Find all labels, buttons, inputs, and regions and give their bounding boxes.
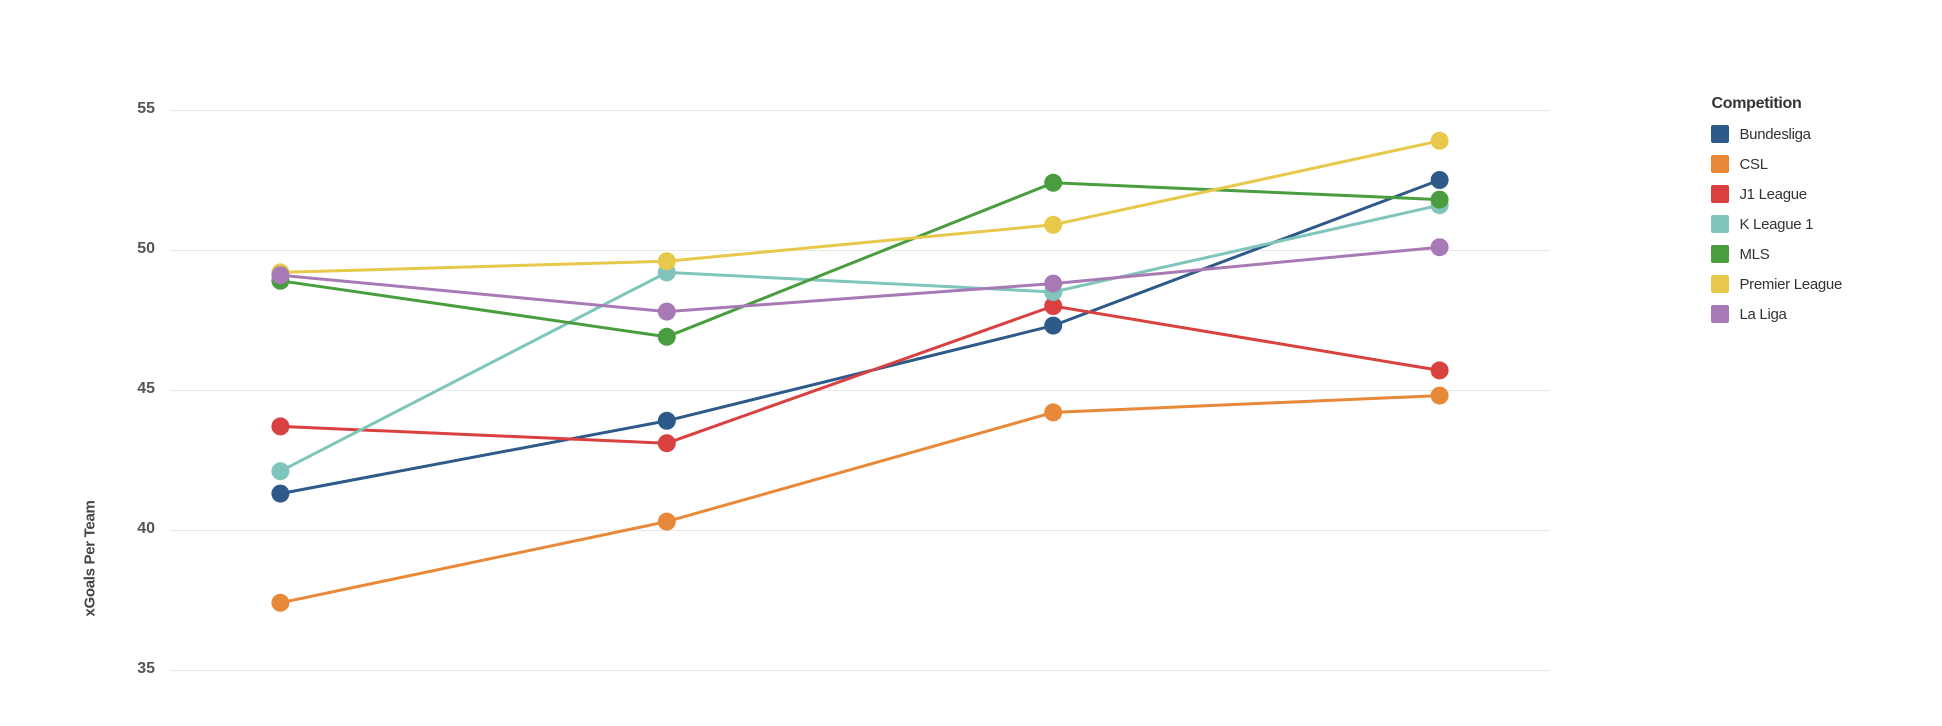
series-line — [280, 306, 1439, 443]
data-point[interactable] — [271, 594, 289, 612]
chart-plot-area — [0, 0, 1942, 726]
legend-swatch — [1711, 275, 1729, 293]
data-point[interactable] — [1431, 191, 1449, 209]
legend-item[interactable]: MLS — [1711, 243, 1842, 265]
legend-swatch — [1711, 185, 1729, 203]
data-point[interactable] — [658, 252, 676, 270]
legend-swatch — [1711, 215, 1729, 233]
legend-label: CSL — [1739, 156, 1767, 173]
legend-item[interactable]: Bundesliga — [1711, 123, 1842, 145]
data-point[interactable] — [1044, 275, 1062, 293]
legend-label: K League 1 — [1739, 216, 1813, 233]
data-point[interactable] — [1431, 171, 1449, 189]
data-point[interactable] — [1431, 387, 1449, 405]
data-point[interactable] — [1044, 403, 1062, 421]
legend-label: MLS — [1739, 246, 1769, 263]
chart-container: xGoals Per Team 3540455055 Competition B… — [0, 0, 1942, 726]
data-point[interactable] — [658, 434, 676, 452]
legend-item[interactable]: CSL — [1711, 153, 1842, 175]
data-point[interactable] — [658, 412, 676, 430]
data-point[interactable] — [1044, 216, 1062, 234]
legend-item[interactable]: Premier League — [1711, 273, 1842, 295]
series-line — [280, 180, 1439, 494]
data-point[interactable] — [658, 303, 676, 321]
legend-swatch — [1711, 155, 1729, 173]
legend-item[interactable]: K League 1 — [1711, 213, 1842, 235]
legend-label: Premier League — [1739, 276, 1842, 293]
legend-swatch — [1711, 125, 1729, 143]
legend-item[interactable]: J1 League — [1711, 183, 1842, 205]
legend-label: J1 League — [1739, 186, 1806, 203]
series-line — [280, 247, 1439, 311]
data-point[interactable] — [271, 462, 289, 480]
data-point[interactable] — [658, 513, 676, 531]
series-line — [280, 396, 1439, 603]
series-line — [280, 205, 1439, 471]
data-point[interactable] — [1044, 174, 1062, 192]
legend-title: Competition — [1711, 95, 1842, 113]
data-point[interactable] — [271, 417, 289, 435]
legend-swatch — [1711, 305, 1729, 323]
data-point[interactable] — [658, 328, 676, 346]
legend-item[interactable]: La Liga — [1711, 303, 1842, 325]
data-point[interactable] — [1431, 132, 1449, 150]
legend-label: Bundesliga — [1739, 126, 1810, 143]
data-point[interactable] — [1431, 361, 1449, 379]
series-line — [280, 141, 1439, 273]
series-line — [280, 183, 1439, 337]
legend-items: Bundesliga CSL J1 League K League 1 MLS Premi… — [1711, 123, 1842, 325]
data-point[interactable] — [271, 266, 289, 284]
legend-label: La Liga — [1739, 306, 1786, 323]
data-point[interactable] — [1431, 238, 1449, 256]
data-point[interactable] — [1044, 317, 1062, 335]
legend-swatch — [1711, 245, 1729, 263]
legend: Competition Bundesliga CSL J1 League K Leag… — [1711, 95, 1842, 333]
data-point[interactable] — [271, 485, 289, 503]
